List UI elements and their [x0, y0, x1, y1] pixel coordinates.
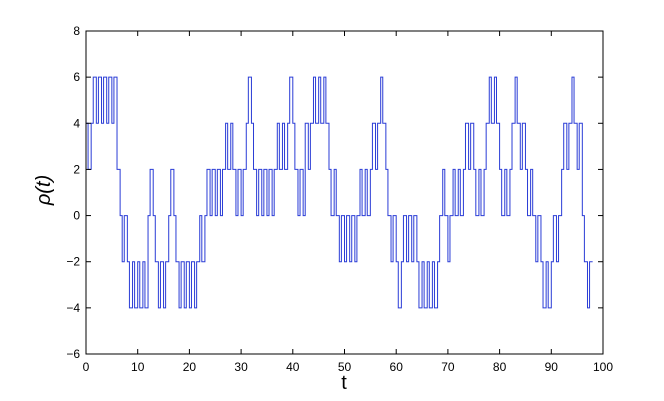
- x-tick-label: 90: [545, 360, 559, 374]
- series-line-0: [86, 76, 593, 309]
- y-tick-label: 2: [73, 162, 80, 176]
- y-tick-label: 4: [73, 116, 80, 130]
- axis-ticks: 0 10 20 30 40 50 60 70 80 90 100 −6 −4 −2 0 2 4 6 8: [66, 24, 613, 374]
- x-tick-label: 0: [83, 360, 90, 374]
- x-tick-label: 80: [493, 360, 507, 374]
- x-tick-label: 40: [286, 360, 300, 374]
- x-axis-label: t: [341, 372, 347, 394]
- y-tick-label: 8: [73, 24, 80, 38]
- y-axis-label: ρ(t): [33, 175, 55, 206]
- plot-area: [85, 30, 604, 355]
- y-tick-label: 6: [73, 70, 80, 84]
- y-tick-label: 0: [73, 209, 80, 223]
- y-tick-label: −2: [66, 255, 80, 269]
- y-tick-label: −4: [66, 301, 80, 315]
- x-tick-label: 60: [390, 360, 404, 374]
- x-tick-label: 10: [131, 360, 145, 374]
- y-tick-label: −6: [66, 347, 80, 361]
- x-tick-label: 30: [234, 360, 248, 374]
- x-tick-label: 70: [441, 360, 455, 374]
- x-tick-label: 50: [338, 360, 352, 374]
- x-tick-label: 20: [183, 360, 197, 374]
- x-tick-label: 100: [593, 360, 613, 374]
